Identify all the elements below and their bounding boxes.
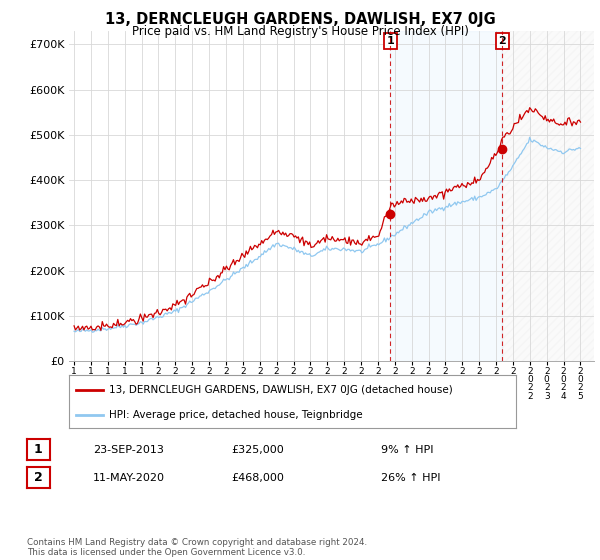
Text: 1: 1 [386, 36, 394, 46]
Text: 26% ↑ HPI: 26% ↑ HPI [381, 473, 440, 483]
Text: 2: 2 [34, 471, 43, 484]
Text: HPI: Average price, detached house, Teignbridge: HPI: Average price, detached house, Teig… [109, 410, 363, 420]
Text: 11-MAY-2020: 11-MAY-2020 [93, 473, 165, 483]
Text: 13, DERNCLEUGH GARDENS, DAWLISH, EX7 0JG (detached house): 13, DERNCLEUGH GARDENS, DAWLISH, EX7 0JG… [109, 385, 453, 395]
Bar [390, 31, 502, 361]
Text: 2: 2 [499, 36, 506, 46]
Text: 23-SEP-2013: 23-SEP-2013 [93, 445, 164, 455]
Text: £468,000: £468,000 [231, 473, 284, 483]
Text: Price paid vs. HM Land Registry's House Price Index (HPI): Price paid vs. HM Land Registry's House … [131, 25, 469, 38]
Text: £325,000: £325,000 [231, 445, 284, 455]
Text: 9% ↑ HPI: 9% ↑ HPI [381, 445, 433, 455]
Text: Contains HM Land Registry data © Crown copyright and database right 2024.
This d: Contains HM Land Registry data © Crown c… [27, 538, 367, 557]
Text: 13, DERNCLEUGH GARDENS, DAWLISH, EX7 0JG: 13, DERNCLEUGH GARDENS, DAWLISH, EX7 0JG [104, 12, 496, 27]
Bar [502, 31, 600, 361]
Text: 1: 1 [34, 443, 43, 456]
